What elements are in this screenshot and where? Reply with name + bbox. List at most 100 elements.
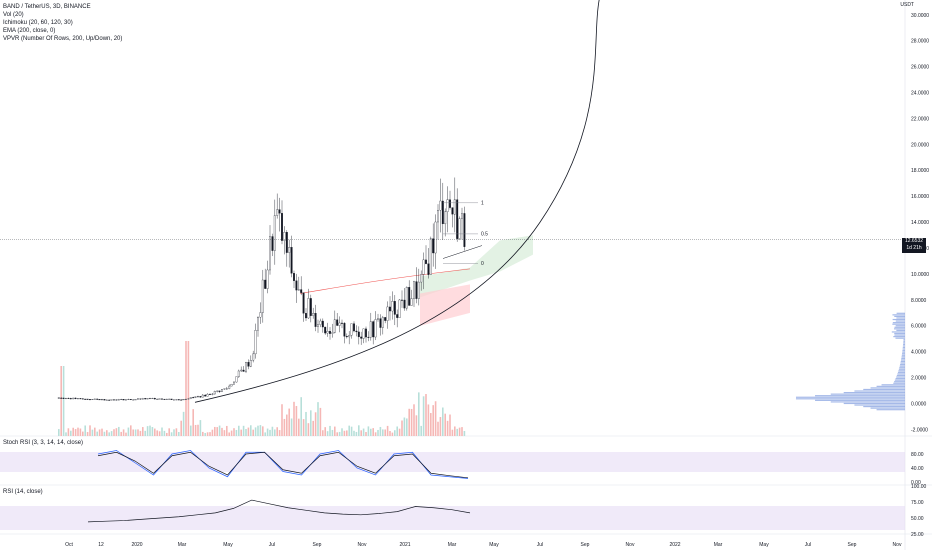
volume-bar <box>209 432 211 436</box>
candle-body <box>180 399 183 401</box>
volume-bar <box>367 426 370 436</box>
volume-bar <box>264 432 266 436</box>
candle-body <box>317 324 319 327</box>
volume-bar <box>415 415 418 436</box>
ema-legend[interactable]: EMA (200, close, 0) <box>3 28 56 34</box>
symbol-legend[interactable]: BAND / TetherUS, 3D, BINANCE <box>3 4 91 10</box>
volume-bar <box>420 425 422 436</box>
volume-bar <box>74 429 77 436</box>
vpvr-bar <box>863 405 905 408</box>
candle-body <box>271 236 274 251</box>
candle-body <box>209 393 211 395</box>
vpvr-legend[interactable]: VPVR (Number Of Rows, 200, Up/Down, 20) <box>3 36 123 42</box>
volume-bar <box>290 418 293 436</box>
candle-body <box>408 287 411 306</box>
candle-body <box>185 398 187 400</box>
candle-body <box>432 238 435 254</box>
vpvr-bar <box>795 396 905 398</box>
volume-bar <box>233 428 235 436</box>
volume-bar <box>60 366 62 436</box>
candle-body <box>453 199 456 215</box>
candle-body <box>295 280 298 291</box>
time-tick: Oct <box>65 542 73 548</box>
volume-bar <box>288 408 290 436</box>
volume-bar <box>98 429 101 436</box>
vpvr-bar <box>894 315 905 318</box>
candle-body <box>266 269 269 289</box>
volume-bar <box>413 404 415 436</box>
vol-legend[interactable]: Vol (20) <box>3 12 24 18</box>
volume-bar <box>173 429 175 436</box>
volume-bar <box>456 428 458 436</box>
volume-bar <box>84 425 86 436</box>
candle-body <box>175 399 178 401</box>
volume-bar <box>120 431 122 436</box>
ichimoku-legend[interactable]: Ichimoku (20, 60, 120, 30) <box>3 20 73 26</box>
fib-label: 0 <box>481 261 484 267</box>
vpvr-bar <box>830 393 905 395</box>
volume-bar <box>334 426 336 436</box>
candle-body <box>242 369 245 372</box>
candle-body <box>283 232 286 241</box>
volume-bar <box>322 430 324 436</box>
stoch-rsi-label[interactable]: Stoch RSI (3, 3, 14, 14, close) <box>3 440 84 446</box>
volume-bar <box>305 411 307 436</box>
candle-body <box>81 398 84 400</box>
volume-bar <box>228 432 230 436</box>
vpvr-bar <box>870 387 905 389</box>
candle-body <box>290 247 293 274</box>
volume-bar <box>370 428 372 436</box>
candle-body <box>309 298 312 316</box>
candle-body <box>285 232 288 253</box>
volume-bar <box>70 430 72 436</box>
volume-bar <box>257 425 259 436</box>
volume-bar <box>386 425 389 436</box>
volume-bar <box>180 420 182 436</box>
candle-body <box>456 199 459 239</box>
volume-bar <box>238 425 240 436</box>
price-tick: 8.0000 <box>911 298 927 304</box>
volume-bar <box>115 428 118 436</box>
candle-body <box>449 199 451 208</box>
volume-bar <box>214 426 216 436</box>
time-tick: 2021 <box>399 542 410 548</box>
candle-body <box>338 322 341 326</box>
vpvr-bar <box>900 360 905 363</box>
volume-bar <box>175 428 178 436</box>
candle-body <box>115 399 118 401</box>
price-tick: 10.0000 <box>911 272 929 278</box>
volume-bar <box>146 426 149 436</box>
volume-bar <box>91 429 94 436</box>
volume-bar <box>396 426 398 436</box>
vpvr-bar <box>843 402 905 405</box>
candle-body <box>451 207 454 215</box>
candle-body <box>192 397 195 399</box>
volume-bar <box>365 432 367 436</box>
candle-body <box>182 399 185 401</box>
volume-bar <box>300 397 302 436</box>
volume-bar <box>317 402 319 436</box>
candle-body <box>249 360 252 367</box>
volume-bar <box>418 392 420 436</box>
time-tick: Nov <box>626 542 635 548</box>
volume-bar <box>410 408 413 436</box>
volume-bar <box>408 408 410 436</box>
candle-body <box>187 398 190 400</box>
candle-body <box>369 321 372 338</box>
candle-body <box>216 390 219 392</box>
vpvr-bar <box>902 353 905 355</box>
volume-bar <box>161 427 163 436</box>
rsi-label[interactable]: RSI (14, close) <box>3 489 43 495</box>
candle-body <box>355 330 358 333</box>
vpvr-bar <box>897 371 905 373</box>
candle-body <box>350 323 353 336</box>
vpvr-bar <box>901 354 905 356</box>
volume-bar <box>307 423 310 436</box>
last-price-countdown: 1d 21h <box>906 245 922 251</box>
volume-bar <box>262 426 264 436</box>
candle-body <box>458 218 461 239</box>
time-tick: Jul <box>805 542 811 548</box>
volume-bar <box>281 404 283 436</box>
vpvr-bar <box>830 401 905 403</box>
